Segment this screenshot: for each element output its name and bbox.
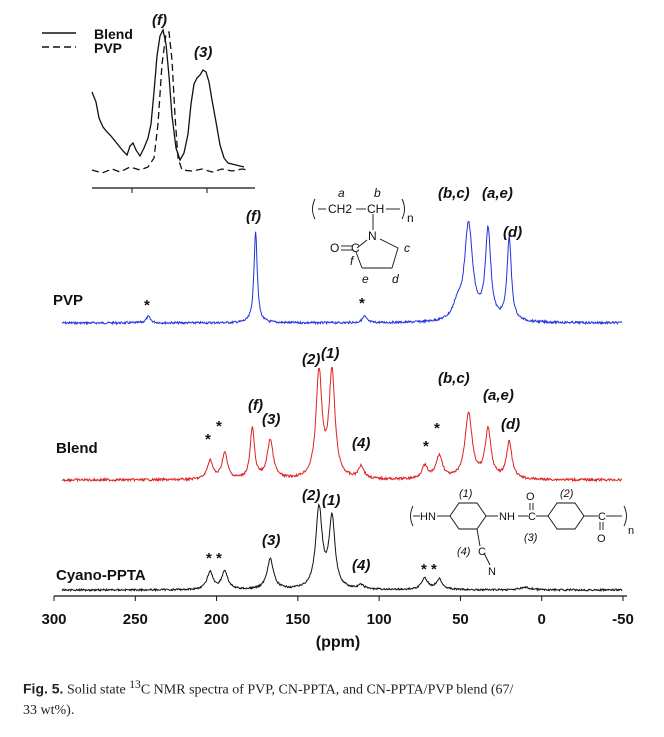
- ppta-atom: C: [528, 511, 536, 523]
- pvp-bond: [355, 251, 363, 269]
- pvp-bracket-left: [312, 198, 316, 220]
- pvp-atom: N: [368, 229, 377, 243]
- pvp-peak-label: (f): [246, 208, 261, 225]
- pvp-atom: O: [330, 241, 339, 255]
- pvp-label: f: [350, 254, 355, 268]
- x-ticks: 300 250 200 150 100 50 0 -50: [41, 596, 634, 628]
- figure-caption: Fig. 5. Solid state 13C NMR spectra of P…: [23, 675, 649, 721]
- inset-panel: Blend PVP (f) (3): [42, 12, 255, 193]
- blend-peak-label: (b,c): [438, 370, 470, 387]
- pvp-spectrum: [61, 220, 623, 326]
- blend-peak-label: (a,e): [483, 387, 514, 404]
- ppta-label: (3): [524, 532, 538, 544]
- x-tick-label: 300: [41, 611, 66, 628]
- legend-blend-text: Blend: [94, 26, 133, 42]
- series-name-blend: Blend: [56, 440, 98, 457]
- blend-star: *: [423, 438, 429, 455]
- pvp-bond: [356, 239, 368, 249]
- pvp-bond: [391, 247, 399, 269]
- pvp-peak-label: (d): [503, 224, 522, 241]
- caption-text: C NMR spectra of PVP, CN-PPTA, and CN-PP…: [140, 682, 514, 698]
- blend-peak-label: (3): [262, 411, 280, 428]
- pvp-label-n: n: [407, 211, 414, 225]
- blend-peak-label: (4): [352, 435, 370, 452]
- x-axis-label: (ppm): [316, 634, 360, 651]
- cyano-peak-label: (1): [322, 492, 340, 509]
- caption-label: Fig. 5.: [23, 680, 64, 697]
- cyano-peak-label: (4): [352, 557, 370, 574]
- ppta-atom: NH: [499, 511, 515, 523]
- pvp-peak-label: (b,c): [438, 185, 470, 202]
- x-tick-label: -50: [612, 611, 634, 628]
- series-name-pvp: PVP: [53, 292, 83, 309]
- cyano-star: * *: [206, 550, 222, 567]
- x-tick-label: 250: [123, 611, 148, 628]
- pvp-label: a: [338, 186, 345, 200]
- x-tick-label: 200: [204, 611, 229, 628]
- blend-star: *: [434, 420, 440, 437]
- ppta-label-n: n: [628, 525, 634, 537]
- legend-pvp-text: PVP: [94, 40, 122, 56]
- pvp-atom: CH: [367, 202, 384, 216]
- ppta-atom: HN: [420, 511, 436, 523]
- x-tick-label: 100: [367, 611, 392, 628]
- blend-star: *: [205, 431, 211, 448]
- cyano-star: * *: [421, 561, 437, 578]
- ppta-bond: [476, 528, 481, 547]
- caption-line2: 33 wt%).: [23, 702, 75, 718]
- pvp-label: d: [392, 272, 399, 286]
- pvp-label: b: [374, 186, 381, 200]
- x-tick-label: 150: [285, 611, 310, 628]
- pvp-label: e: [362, 272, 369, 286]
- ppta-bracket-left: [410, 505, 414, 527]
- ppta-structure: HN NH C O C O C N (1) (2) (3) (4) n: [410, 488, 634, 578]
- cyano-ppta-spectrum: [61, 503, 623, 593]
- nmr-figure: Blend PVP (f) (3) 300 250 200 150 100 50 0 -50 …: [41, 12, 634, 651]
- blend-peak-label: (d): [501, 416, 520, 433]
- pvp-label: c: [404, 241, 410, 255]
- ppta-label: (4): [457, 546, 471, 558]
- ppta-atom: O: [597, 533, 606, 545]
- inset-pvp-curve: [91, 30, 249, 174]
- blend-peak-label: (2): [302, 351, 320, 368]
- x-tick-label: 50: [452, 611, 469, 628]
- blend-spectrum: [61, 366, 623, 483]
- series-name-cyano: Cyano-PPTA: [56, 567, 146, 584]
- pvp-peak-label: (a,e): [482, 185, 513, 202]
- ppta-ring-2: [547, 502, 585, 530]
- ppta-atom: C: [598, 511, 606, 523]
- x-axis: 300 250 200 150 100 50 0 -50 (ppm): [41, 595, 634, 651]
- caption-sup: 13: [129, 678, 141, 691]
- pvp-star: *: [144, 297, 150, 314]
- pvp-bond: [379, 238, 399, 249]
- blend-star: *: [216, 418, 222, 435]
- ppta-ring-1: [449, 502, 487, 530]
- pvp-structure: CH2 CH N O C a b c d e f n: [312, 186, 414, 286]
- inset-blend-curve: [91, 28, 245, 168]
- x-tick-label: 0: [538, 611, 546, 628]
- caption-text: Solid state: [63, 682, 130, 698]
- cyano-peak-label: (3): [262, 532, 280, 549]
- ppta-bracket-right: [623, 505, 627, 527]
- pvp-atom: CH2: [328, 202, 352, 216]
- ppta-label: (2): [560, 488, 574, 500]
- ppta-atom: C: [478, 546, 486, 558]
- blend-peak-label: (f): [248, 397, 263, 414]
- ppta-label: (1): [459, 488, 473, 500]
- ppta-nitrile: [483, 552, 491, 566]
- ppta-atom: N: [488, 566, 496, 578]
- blend-peak-label: (1): [321, 345, 339, 362]
- pvp-bracket-right: [401, 198, 405, 220]
- cyano-peak-label: (2): [302, 487, 320, 504]
- ppta-atom: O: [526, 491, 535, 503]
- pvp-atom: C: [351, 241, 360, 255]
- inset-label-3: (3): [194, 44, 212, 61]
- pvp-star: *: [359, 295, 365, 312]
- inset-label-f: (f): [152, 12, 167, 29]
